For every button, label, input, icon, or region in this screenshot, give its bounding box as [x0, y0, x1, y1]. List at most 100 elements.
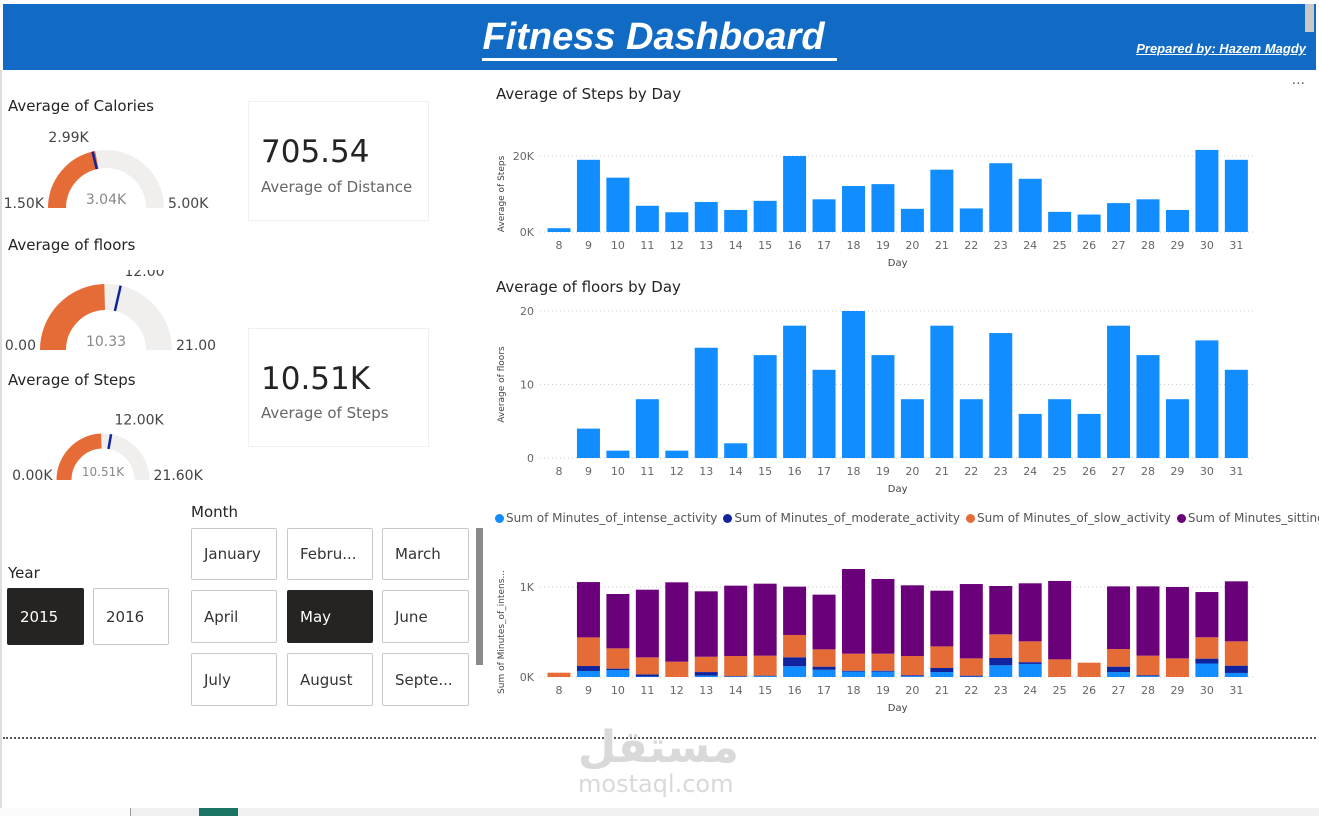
- gauge-steps: 0.00K 21.60K 10.51K 12.00K: [12, 412, 204, 484]
- month-july-button[interactable]: July: [191, 653, 277, 706]
- bar-segment: [1107, 666, 1131, 673]
- bar-segment: [1224, 665, 1248, 673]
- bar: [576, 159, 600, 232]
- bar-segment: [930, 590, 954, 647]
- bar: [665, 450, 689, 458]
- x-tick-label: 9: [585, 684, 592, 697]
- x-tick-label: 19: [876, 684, 890, 697]
- y-tick-label: 20: [520, 305, 534, 318]
- watermark-logo: مستقل: [578, 722, 739, 773]
- x-tick-label: 15: [758, 465, 772, 478]
- month-slicer-title: Month: [191, 503, 239, 521]
- month-june-button[interactable]: June: [382, 590, 469, 643]
- legend-item[interactable]: Sum of Minutes_of_slow_activity: [965, 511, 1171, 525]
- y-axis-title: Sum of Minutes_of_intens...: [497, 570, 507, 694]
- steps-by-day-chart: 0K 20K Average of Steps 8 9 10 11 12 13 14 15 16 17 1…: [497, 149, 1255, 269]
- x-tick-label: 15: [758, 239, 772, 252]
- bar-segment: [1224, 641, 1248, 666]
- bar-segment: [1195, 658, 1219, 664]
- gauge-target-marker: [91, 151, 98, 170]
- gauge-value-label: 10.33: [86, 334, 126, 350]
- bar-segment: [959, 658, 983, 676]
- bar: [1195, 340, 1219, 458]
- page-tab[interactable]: [0, 808, 131, 816]
- bar-segment: [694, 656, 718, 673]
- bar-segment: [1107, 649, 1131, 667]
- year-2016-button[interactable]: 2016: [93, 588, 169, 645]
- bar: [576, 428, 600, 458]
- active-page-tab[interactable]: [199, 808, 238, 816]
- x-tick-label: 23: [994, 465, 1008, 478]
- x-tick-label: 10: [611, 239, 625, 252]
- bar-segment: [753, 655, 777, 676]
- month-slicer-scrollbar[interactable]: [476, 528, 483, 665]
- bar-segment: [1195, 592, 1219, 638]
- bar-segment: [1136, 676, 1160, 677]
- legend-dot-icon: [495, 514, 504, 523]
- bar-segment: [1165, 658, 1189, 677]
- bar-segment: [900, 675, 924, 677]
- bar: [783, 156, 807, 232]
- month-may-button[interactable]: May: [287, 590, 373, 643]
- bar-segment: [724, 656, 748, 677]
- x-tick-label: 28: [1141, 239, 1155, 252]
- x-axis-title: Day: [888, 258, 908, 269]
- title-text: Fitness Dashboard: [482, 16, 837, 61]
- x-tick-label: 20: [905, 465, 919, 478]
- gauge-min-label: 0.00K: [12, 468, 53, 484]
- x-tick-label: 21: [935, 684, 949, 697]
- bar: [724, 443, 748, 458]
- card-value: 10.51K: [261, 361, 371, 397]
- bar: [989, 163, 1013, 232]
- bar: [930, 169, 954, 232]
- bar-segment: [1195, 637, 1219, 659]
- x-tick-label: 10: [611, 684, 625, 697]
- x-tick-label: 20: [905, 684, 919, 697]
- month-septe-button[interactable]: Septe...: [382, 653, 469, 706]
- gauge-min-label: 1.50K: [4, 196, 45, 212]
- x-tick-label: 29: [1170, 239, 1184, 252]
- bar-segment: [1224, 581, 1248, 642]
- scrollbar[interactable]: [1305, 4, 1314, 32]
- x-tick-label: 27: [1112, 684, 1126, 697]
- gauge-target-marker: [107, 433, 113, 450]
- legend-dot-icon: [1176, 514, 1186, 523]
- year-2015-button[interactable]: 2015: [7, 588, 84, 645]
- month-march-button[interactable]: March: [382, 528, 469, 580]
- x-tick-label: 16: [788, 684, 802, 697]
- legend-item[interactable]: Sum of Minutes_of_moderate_activity: [723, 511, 960, 525]
- author-link[interactable]: Prepared by: Hazem Magdy: [1136, 41, 1306, 56]
- x-tick-label: 14: [729, 465, 743, 478]
- more-options-icon[interactable]: ...: [1291, 72, 1305, 88]
- divider: [3, 737, 1316, 739]
- month-august-button[interactable]: August: [287, 653, 373, 706]
- bar-segment: [871, 578, 895, 654]
- x-tick-label: 23: [994, 239, 1008, 252]
- x-tick-label: 10: [611, 465, 625, 478]
- legend-item[interactable]: Sum of Minutes_sitting: [1176, 511, 1319, 525]
- bar-segment: [1018, 662, 1042, 664]
- x-tick-label: 30: [1200, 465, 1214, 478]
- x-tick-label: 15: [758, 684, 772, 697]
- x-tick-label: 22: [964, 684, 978, 697]
- x-axis-title: Day: [888, 484, 908, 495]
- x-tick-label: 16: [788, 239, 802, 252]
- bar: [900, 208, 924, 232]
- x-tick-label: 27: [1112, 465, 1126, 478]
- bar-segment: [635, 657, 659, 675]
- bar-segment: [1136, 675, 1160, 677]
- bar: [989, 333, 1013, 458]
- y-axis-title: Average of Steps: [497, 155, 507, 232]
- card-value: 705.54: [261, 134, 370, 170]
- x-tick-label: 21: [935, 239, 949, 252]
- month-febru-button[interactable]: Febru...: [287, 528, 373, 580]
- month-january-button[interactable]: January: [191, 528, 277, 580]
- legend-item[interactable]: Sum of Minutes_of_intense_activity: [495, 511, 717, 525]
- month-april-button[interactable]: April: [191, 590, 277, 643]
- bar-segment: [1224, 672, 1248, 677]
- gauge-max-label: 21.60K: [154, 468, 204, 484]
- gauge-floors: 0.00 21.00 10.33 12.00: [5, 270, 216, 354]
- bar-segment: [900, 676, 924, 677]
- bar-segment: [812, 594, 836, 650]
- x-tick-label: 11: [640, 465, 654, 478]
